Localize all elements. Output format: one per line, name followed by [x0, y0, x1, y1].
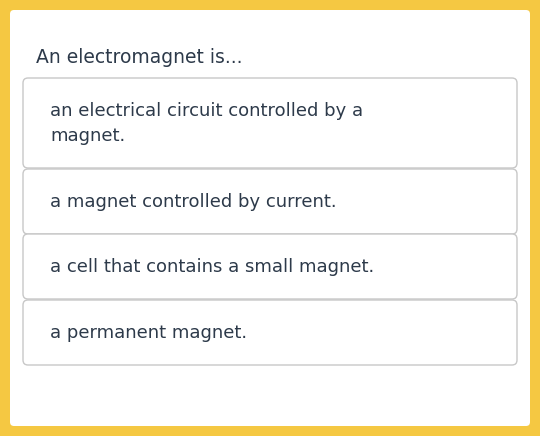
Text: a cell that contains a small magnet.: a cell that contains a small magnet.: [50, 258, 374, 276]
FancyBboxPatch shape: [23, 300, 517, 365]
FancyBboxPatch shape: [23, 169, 517, 234]
Text: An electromagnet is...: An electromagnet is...: [36, 48, 242, 67]
FancyBboxPatch shape: [23, 234, 517, 299]
FancyBboxPatch shape: [23, 78, 517, 168]
Text: a permanent magnet.: a permanent magnet.: [50, 324, 247, 341]
FancyBboxPatch shape: [10, 10, 530, 426]
Text: a magnet controlled by current.: a magnet controlled by current.: [50, 193, 336, 211]
Text: an electrical circuit controlled by a
magnet.: an electrical circuit controlled by a ma…: [50, 102, 363, 144]
